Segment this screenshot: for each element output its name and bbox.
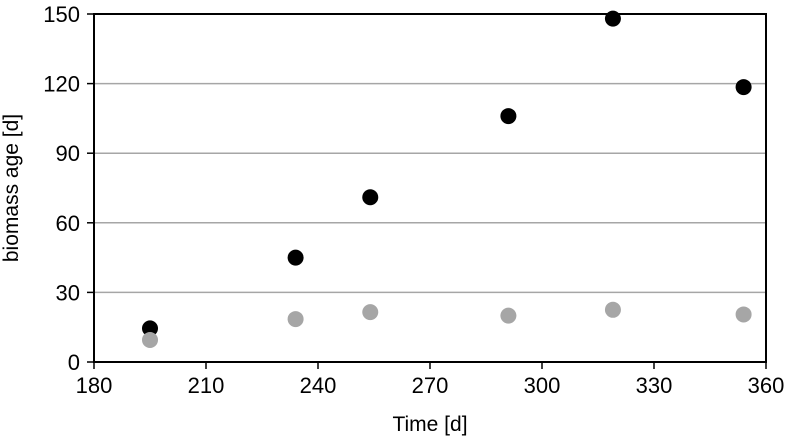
- data-point-series-1: [287, 249, 304, 266]
- x-axis-title: Time [d]: [392, 413, 467, 436]
- data-point-series-1: [142, 320, 158, 337]
- x-tick-label: 330: [636, 373, 673, 398]
- x-tick-label: 240: [300, 373, 337, 398]
- y-tick-label: 90: [56, 141, 80, 166]
- data-point-series-2: [604, 301, 621, 318]
- y-axis-ticks: 0 30 60 90 120 150: [43, 2, 94, 375]
- x-tick-label: 210: [188, 373, 225, 398]
- gridlines: [94, 82, 766, 294]
- data-point-series-1: [735, 79, 752, 96]
- x-tick-label: 300: [524, 373, 561, 398]
- y-tick-label: 150: [43, 2, 80, 27]
- data-point-series-1: [500, 108, 517, 125]
- data-point-series-2: [735, 306, 752, 323]
- data-point-series-2: [500, 307, 517, 324]
- x-tick-label: 270: [412, 373, 449, 398]
- y-tick-label: 60: [56, 211, 80, 236]
- data-points: [142, 10, 752, 348]
- y-tick-label: 30: [56, 280, 80, 305]
- x-tick-label: 180: [76, 373, 113, 398]
- data-point-series-1: [362, 189, 379, 206]
- y-axis-title: biomass age [d]: [0, 114, 23, 262]
- y-tick-label: 0: [68, 350, 80, 375]
- data-point-series-2: [142, 331, 158, 348]
- y-tick-label: 120: [43, 72, 80, 97]
- x-tick-label: 360: [748, 373, 785, 398]
- x-axis-ticks: 180 210 240 270 300 330 360: [76, 362, 785, 398]
- data-point-series-2: [287, 311, 304, 328]
- plot-area-border: [93, 13, 767, 363]
- data-point-series-2: [362, 304, 379, 321]
